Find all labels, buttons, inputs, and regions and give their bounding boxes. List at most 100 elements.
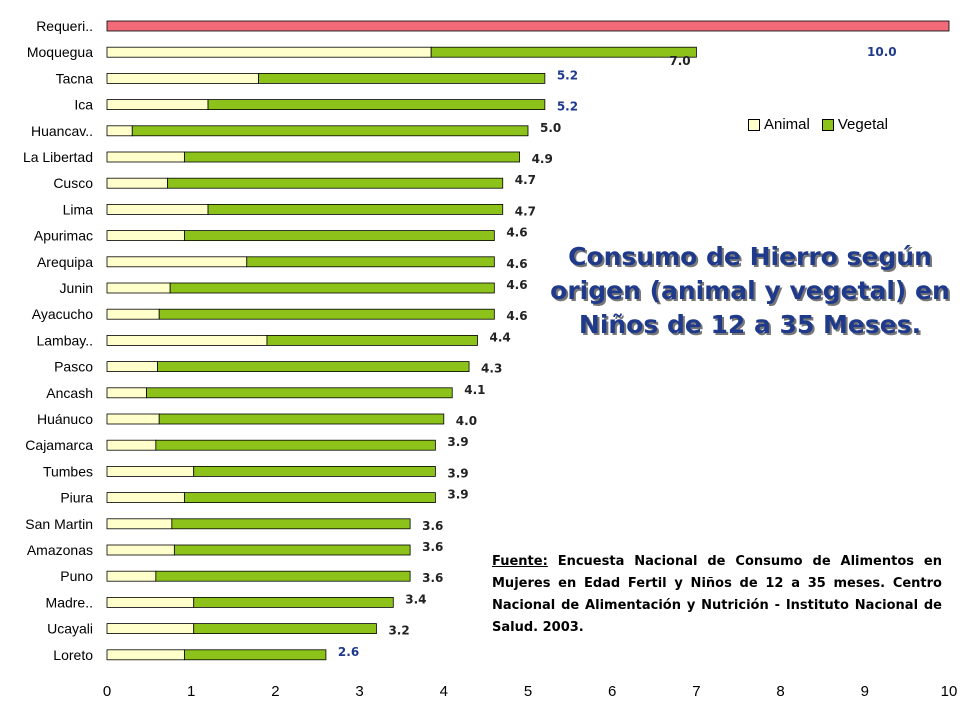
bar-vegetal — [207, 203, 504, 215]
bar-vegetal — [207, 99, 546, 110]
category-label: Madre.. — [46, 594, 93, 610]
bar-animal — [106, 597, 195, 608]
value-label: 4.6 — [506, 226, 527, 240]
x-tick-label: 2 — [271, 683, 279, 700]
category-label: Puno — [60, 568, 93, 584]
value-label: 3.9 — [447, 466, 468, 480]
legend-label-vegetal: Vegetal — [837, 116, 888, 133]
category-label: Pasco — [54, 359, 93, 375]
value-label: 5.2 — [557, 68, 578, 82]
bar-vegetal — [167, 177, 504, 189]
category-label: Huancav.. — [31, 123, 93, 139]
bar-animal — [106, 387, 147, 399]
value-label: 3.9 — [447, 488, 468, 502]
x-tick-label: 8 — [776, 683, 784, 700]
value-label: 4.6 — [506, 309, 527, 323]
category-label: Junin — [60, 280, 93, 296]
value-labels: 10.0 7.0 5.2 5.2 5.0 4.9 4.7 4.7 4.6 4.6 4.6 4.6 4.4… — [338, 45, 897, 659]
value-label: 4.7 — [515, 173, 536, 187]
category-label: Ayacucho — [32, 306, 93, 322]
bar-animal — [106, 413, 160, 425]
category-label: Lima — [63, 201, 94, 217]
value-label: 4.1 — [464, 383, 485, 397]
bar-vegetal — [155, 570, 411, 582]
category-label: Cajamarca — [25, 437, 93, 453]
bars-layer — [106, 20, 950, 661]
bar-requerimiento — [106, 20, 950, 32]
bar-vegetal — [258, 73, 546, 84]
value-label: 5.0 — [540, 121, 561, 135]
bar-animal — [106, 151, 185, 163]
value-label: 10.0 — [867, 45, 897, 59]
x-tick-labels: 0 1 2 3 4 5 6 7 8 9 10 — [103, 683, 958, 700]
value-label: 4.4 — [489, 330, 510, 344]
legend-swatch-vegetal — [821, 118, 834, 131]
bar-vegetal — [169, 282, 495, 294]
bar-vegetal — [131, 125, 529, 137]
bar-vegetal — [193, 597, 394, 608]
bar-animal — [106, 73, 259, 84]
x-tick-label: 3 — [355, 683, 363, 700]
source-note: Fuente: Encuesta Nacional de Consumo de … — [492, 551, 942, 639]
legend-label-animal: Animal — [764, 116, 810, 133]
legend-item-vegetal: Vegetal — [821, 116, 888, 133]
category-label: Cusco — [53, 175, 93, 191]
value-label: 3.4 — [405, 592, 426, 606]
bar-animal — [106, 203, 209, 215]
value-label: 7.0 — [669, 54, 690, 68]
category-label: Moquegua — [27, 44, 93, 60]
bar-animal — [106, 439, 157, 451]
bar-vegetal — [266, 334, 478, 346]
category-label: San Martin — [25, 516, 93, 532]
value-label: 4.6 — [506, 278, 527, 292]
category-label: Huánuco — [37, 411, 93, 427]
bar-vegetal — [430, 46, 697, 58]
bar-animal — [106, 570, 157, 582]
value-label: 3.9 — [447, 435, 468, 449]
bar-vegetal — [158, 413, 445, 425]
category-label: Tumbes — [43, 463, 93, 479]
value-label: 4.9 — [532, 152, 553, 166]
legend-swatch-animal — [748, 118, 760, 131]
category-label: Lambay.. — [36, 332, 93, 348]
source-label: Fuente: — [492, 554, 548, 569]
value-label: 4.7 — [515, 204, 536, 218]
bar-vegetal — [246, 256, 495, 268]
x-tick-label: 0 — [103, 683, 111, 700]
value-label: 2.6 — [338, 645, 359, 659]
bar-vegetal — [193, 465, 436, 477]
bar-animal — [106, 518, 173, 530]
category-label: La Libertad — [23, 149, 93, 165]
bar-animal — [106, 649, 185, 661]
bar-vegetal — [184, 649, 327, 661]
bar-vegetal — [184, 151, 520, 163]
x-tick-label: 9 — [861, 683, 869, 700]
category-label: Ucayali — [47, 621, 93, 637]
bar-animal — [106, 623, 195, 634]
category-label: Apurimac — [34, 228, 93, 244]
bar-vegetal — [184, 492, 436, 504]
bar-vegetal — [157, 361, 470, 373]
value-label: 3.6 — [422, 540, 443, 554]
bar-animal — [106, 256, 248, 268]
bar-vegetal — [158, 308, 495, 320]
category-label: Amazonas — [27, 542, 93, 558]
bar-animal — [106, 465, 195, 477]
value-label: 4.6 — [506, 257, 527, 271]
source-text: Encuesta Nacional de Consumo de Alimento… — [492, 554, 942, 635]
bar-vegetal — [155, 439, 436, 451]
bar-animal — [106, 334, 268, 346]
bar-animal — [106, 282, 171, 294]
bar-vegetal — [173, 544, 411, 556]
x-tick-label: 7 — [692, 683, 700, 700]
category-label: Loreto — [53, 647, 93, 663]
bar-animal — [106, 177, 169, 189]
chart-title: Consumo de Hierro según origen (animal y… — [550, 242, 950, 339]
bar-vegetal — [184, 230, 495, 242]
value-label: 4.0 — [456, 414, 477, 428]
category-label: Piura — [60, 490, 93, 506]
bar-animal — [106, 544, 175, 556]
legend: Animal Vegetal — [748, 116, 900, 133]
bar-animal — [106, 492, 185, 504]
legend-item-animal: Animal — [748, 116, 810, 133]
